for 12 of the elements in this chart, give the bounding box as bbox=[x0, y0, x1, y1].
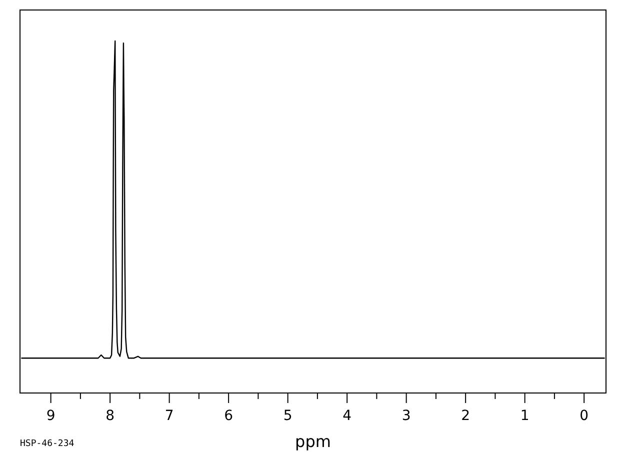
x-tick-label: 2 bbox=[461, 408, 470, 424]
x-tick-label: 9 bbox=[46, 408, 56, 424]
x-tick-label: 6 bbox=[224, 408, 234, 424]
text: HSP-46-234 bbox=[20, 439, 74, 449]
x-tick-label: 7 bbox=[164, 408, 174, 424]
x-tick-label: 4 bbox=[342, 408, 352, 424]
x-tick-label: 8 bbox=[106, 408, 115, 424]
x-axis-title: ppm bbox=[295, 432, 331, 451]
x-tick-label: 0 bbox=[580, 408, 589, 424]
x-tick-label: 5 bbox=[283, 408, 292, 424]
x-tick-label: 1 bbox=[520, 408, 530, 424]
x-tick-label: 3 bbox=[402, 408, 411, 424]
